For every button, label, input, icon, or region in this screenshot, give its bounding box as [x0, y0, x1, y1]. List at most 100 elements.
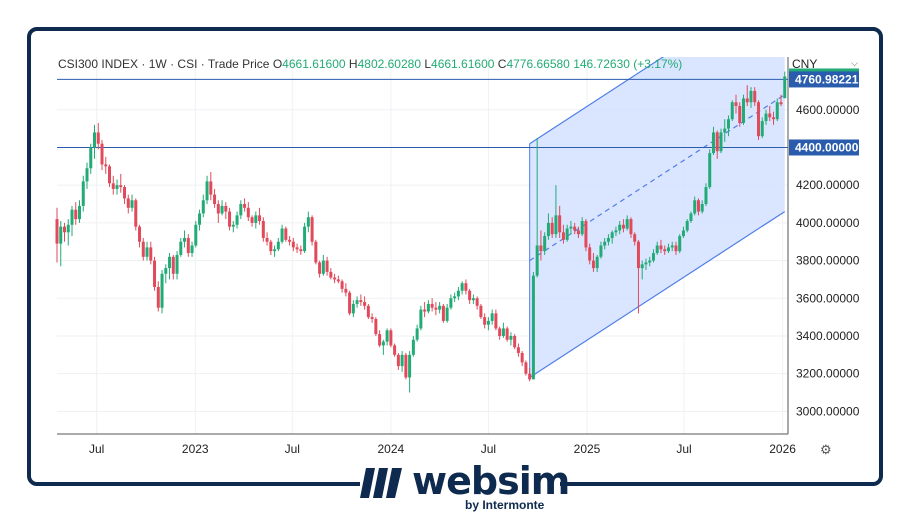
candle-body [89, 147, 93, 169]
hline-price-label-bg [789, 139, 859, 156]
candle [464, 279, 468, 295]
candle-body [396, 354, 400, 367]
candle [404, 352, 408, 380]
currency-selector[interactable]: CNY ⌵ [792, 57, 858, 77]
candle [516, 343, 520, 357]
candle [490, 309, 494, 325]
candle-body [734, 102, 738, 107]
candle [59, 220, 63, 267]
candle [280, 224, 284, 244]
candle-body [194, 224, 198, 246]
candle [659, 239, 663, 254]
candle-body [160, 273, 164, 308]
candle [198, 209, 202, 231]
candle-body [599, 245, 603, 257]
candle-body [516, 347, 520, 353]
candle-body [96, 132, 100, 144]
candle [558, 205, 562, 238]
candle-body [404, 354, 408, 378]
candle-body [381, 341, 385, 346]
candle [231, 220, 235, 233]
candle-body [603, 241, 607, 246]
candle [760, 117, 764, 139]
candle [370, 313, 374, 323]
gear-icon[interactable]: ⚙ [820, 442, 832, 457]
candle [621, 219, 625, 233]
candle [201, 194, 205, 218]
candle [588, 243, 592, 265]
candle-body [363, 302, 367, 306]
candle [141, 237, 145, 261]
candle-body [235, 215, 239, 225]
candle [96, 122, 100, 150]
candle [205, 175, 209, 205]
candle [498, 326, 502, 340]
candle [153, 256, 157, 291]
candle-body [768, 113, 772, 118]
candle-body [389, 330, 393, 346]
low-value: 4661.61600 [431, 57, 495, 71]
candle-body [370, 317, 374, 320]
candle-body [509, 335, 513, 340]
candle-body [490, 313, 494, 321]
candle [104, 156, 108, 174]
candle [111, 175, 115, 195]
candle [606, 234, 610, 246]
candle-body [524, 362, 528, 374]
x-tick-label: 2024 [378, 442, 405, 456]
candle [753, 87, 757, 107]
candle-body [696, 200, 700, 212]
candle [134, 198, 138, 231]
candle-body [306, 217, 310, 227]
candle [183, 230, 187, 248]
candle [284, 226, 288, 242]
candle-body [486, 320, 490, 325]
candle [561, 224, 565, 244]
low-label: L [424, 57, 432, 71]
y-tick-label: 3400.00000 [796, 329, 860, 343]
candle [89, 143, 93, 174]
candle [708, 149, 712, 189]
hline-price-label: 4400.00000 [795, 140, 859, 154]
candle-body [291, 241, 295, 248]
candle-body [775, 102, 779, 120]
price-type: Trade Price [207, 57, 270, 71]
candle-body [438, 305, 442, 310]
candle-body [584, 220, 588, 248]
candle [483, 313, 487, 329]
candle [494, 309, 498, 331]
candle [745, 85, 749, 107]
candle [505, 326, 509, 342]
candle-body [153, 260, 157, 287]
candle-body [130, 200, 134, 208]
symbol[interactable]: CSI300 INDEX [58, 57, 139, 71]
candle [486, 317, 490, 331]
candle-body [351, 303, 355, 314]
candle-body [449, 298, 453, 308]
candle-body [393, 345, 397, 355]
candle [554, 185, 558, 238]
candle [775, 98, 779, 122]
y-tick-label: 3600.00000 [796, 291, 860, 305]
candle-body [614, 230, 618, 233]
candle-body [528, 373, 532, 380]
candle [63, 222, 67, 242]
candle-body [93, 132, 97, 148]
candle [689, 211, 693, 223]
candle-body [115, 185, 119, 189]
candle [528, 368, 532, 382]
interval[interactable]: 1W [148, 57, 167, 71]
separator: · [170, 57, 175, 71]
candle-body [269, 241, 273, 252]
candle [768, 106, 772, 122]
candle [471, 294, 475, 304]
candle-body [659, 245, 663, 250]
candle-body [494, 313, 498, 329]
candle-body [111, 183, 115, 189]
candle-body [741, 98, 745, 123]
x-tick-label: Jul [285, 442, 300, 456]
candle-body [640, 264, 644, 269]
candle-body [460, 283, 464, 291]
candle [55, 207, 59, 263]
